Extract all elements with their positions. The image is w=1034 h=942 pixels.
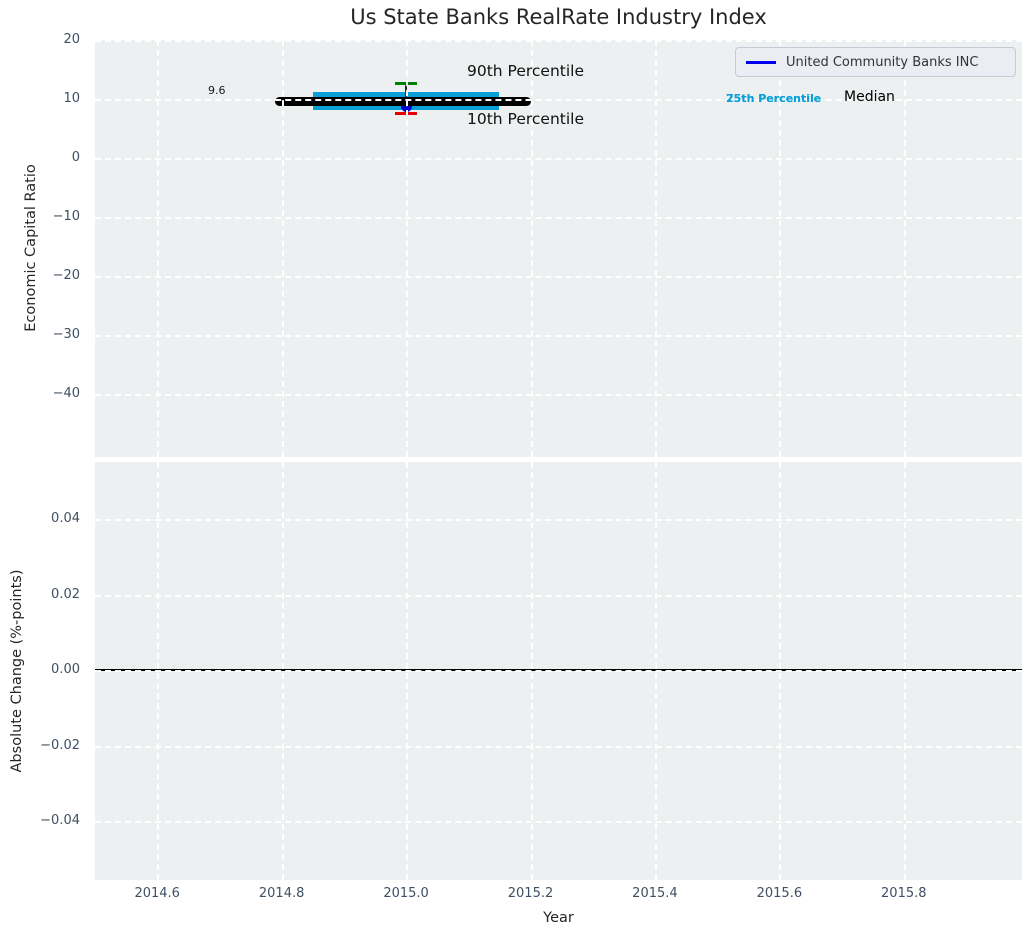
- annotation-90th-percentile: 90th Percentile: [467, 62, 585, 80]
- gridline-vertical: [654, 40, 657, 457]
- y-tick-label: 10: [63, 90, 80, 106]
- gridline-vertical: [406, 40, 409, 457]
- x-tick-label: 2014.8: [258, 886, 305, 901]
- gridline-vertical: [406, 462, 409, 880]
- y-tick-label: −20: [52, 267, 80, 283]
- gridline-horizontal: [95, 334, 1022, 337]
- gridline-vertical: [530, 40, 533, 457]
- gridline-horizontal: [95, 157, 1022, 160]
- gridline-horizontal: [95, 670, 1022, 673]
- y-tick-label: 0.00: [51, 662, 80, 678]
- gridline-vertical: [157, 462, 160, 880]
- gridline-horizontal: [95, 821, 1022, 824]
- gridline-horizontal: [95, 98, 1022, 101]
- y-tick-label: −40: [52, 385, 80, 401]
- annotation-75th-percentile: 75th Percentile: [726, 92, 822, 105]
- annotation-25th-percentile: 25th Percentile: [726, 92, 822, 105]
- gridline-vertical: [779, 462, 782, 880]
- gridline-vertical: [281, 462, 284, 880]
- gridline-vertical: [654, 462, 657, 880]
- gridline-horizontal: [95, 216, 1022, 219]
- gridline-horizontal: [95, 275, 1022, 278]
- gridline-horizontal: [95, 745, 1022, 748]
- gridline-vertical: [281, 40, 284, 457]
- gridline-vertical: [779, 40, 782, 457]
- median-line: [275, 96, 531, 106]
- y-tick-label: 0.02: [51, 586, 80, 602]
- y-tick-label: −30: [52, 326, 80, 342]
- x-axis-label: Year: [543, 910, 574, 926]
- annotation-median: Median: [844, 89, 895, 105]
- y-tick-label: −0.04: [40, 813, 80, 829]
- gridline-vertical: [530, 462, 533, 880]
- legend-line-swatch: [746, 60, 776, 64]
- chart-title: Us State Banks RealRate Industry Index: [350, 5, 767, 29]
- y-tick-label: 20: [63, 32, 80, 47]
- y-tick-label: 0.04: [51, 511, 80, 527]
- y-tick-label: −10: [52, 208, 80, 224]
- legend-label: United Community Banks INC: [786, 54, 979, 70]
- x-tick-label: 2015.4: [632, 886, 678, 901]
- x-tick-label: 2015.8: [881, 886, 927, 901]
- gridline-vertical: [157, 40, 160, 457]
- gridline-vertical: [903, 40, 906, 457]
- gridline-horizontal: [95, 393, 1022, 396]
- gridline-horizontal: [95, 594, 1022, 597]
- y-axis-label-top: Economic Capital Ratio: [23, 164, 39, 332]
- x-tick-label: 2014.6: [134, 886, 180, 901]
- annotation-10th-percentile: 10th Percentile: [467, 110, 585, 128]
- x-tick-label: 2015.0: [383, 886, 429, 901]
- y-tick-label: 0: [71, 149, 80, 165]
- y-tick-label: −0.02: [40, 737, 80, 753]
- legend: United Community Banks INC: [735, 47, 1016, 77]
- x-tick-label: 2015.2: [507, 886, 554, 901]
- gridline-horizontal: [95, 40, 1022, 42]
- top-plot-area: [95, 40, 1022, 457]
- x-tick-label: 2015.6: [756, 886, 803, 901]
- gridline-vertical: [903, 462, 906, 880]
- bottom-plot-area: [95, 462, 1022, 880]
- gridline-horizontal: [95, 519, 1022, 522]
- median-value-label: 9.6: [208, 84, 226, 97]
